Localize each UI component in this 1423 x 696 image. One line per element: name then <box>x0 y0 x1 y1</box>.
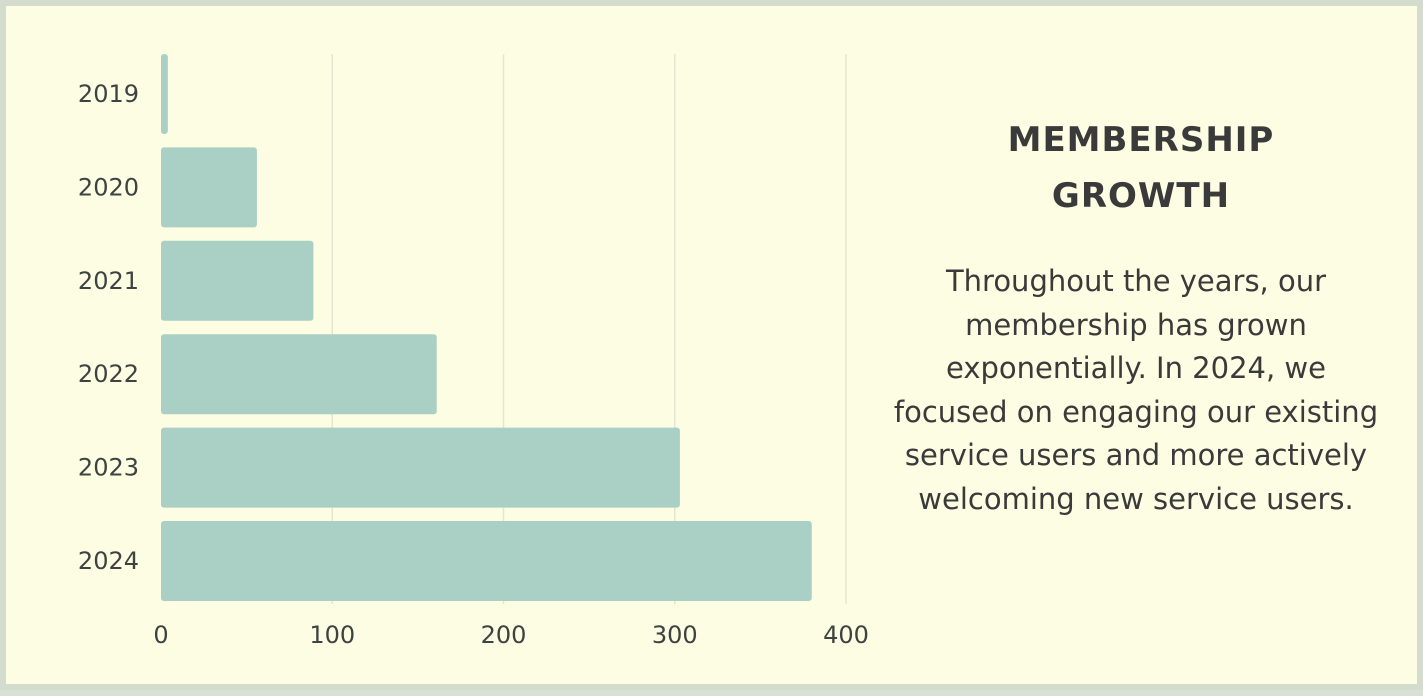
x-tick-label: 400 <box>823 621 869 649</box>
description-text: Throughout the years, our membership has… <box>893 264 1379 516</box>
y-category-label: 2020 <box>78 173 139 201</box>
chart-title: MEMBERSHIP GROWTH <box>906 112 1376 224</box>
x-tick-label: 0 <box>153 621 168 649</box>
y-category-label: 2023 <box>78 454 139 482</box>
y-category-label: 2021 <box>78 267 139 295</box>
x-axis-tick-labels: 0 100 200 300 400 <box>153 621 869 649</box>
y-category-label: 2019 <box>78 80 139 108</box>
bar-2020 <box>161 147 257 228</box>
membership-bar-chart: 2019 2020 2021 2022 2023 2024 0 100 200 300 400 <box>78 54 869 649</box>
chart-title-line2: GROWTH <box>1051 176 1231 216</box>
bar-2021 <box>161 240 314 321</box>
y-category-label: 2024 <box>78 547 139 575</box>
y-axis-category-labels: 2019 2020 2021 2022 2023 2024 <box>78 80 139 575</box>
bar-2023 <box>161 427 680 508</box>
x-tick-label: 200 <box>481 621 527 649</box>
y-category-label: 2022 <box>78 360 139 388</box>
x-tick-label: 300 <box>652 621 698 649</box>
bar-2019 <box>161 54 168 134</box>
bar-2024 <box>161 521 812 601</box>
chart-bars <box>161 54 812 601</box>
chart-title-line1: MEMBERSHIP <box>1007 120 1275 160</box>
bar-2022 <box>161 334 437 415</box>
chart-gridlines <box>331 54 847 604</box>
x-tick-label: 100 <box>309 621 355 649</box>
